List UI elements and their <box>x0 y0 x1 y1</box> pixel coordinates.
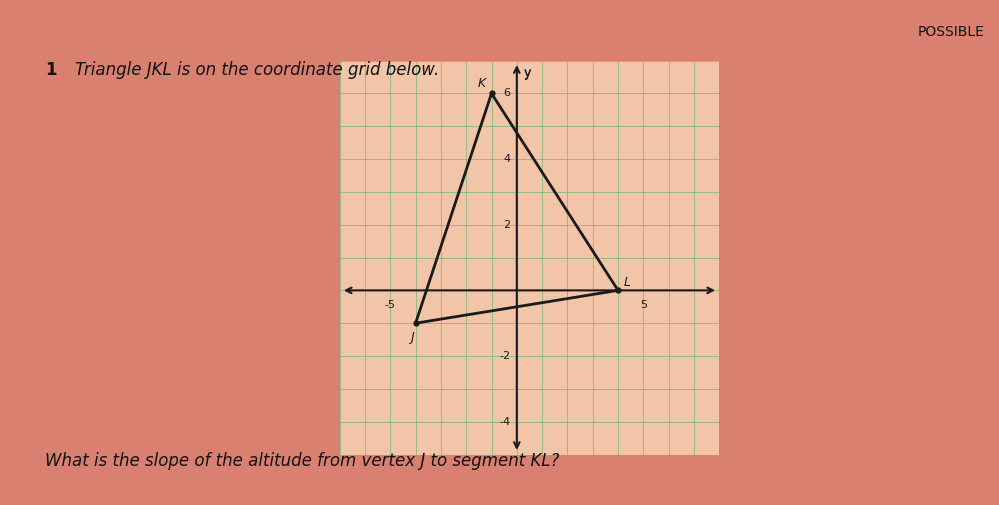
Text: 6: 6 <box>503 88 510 98</box>
Text: What is the slope of the altitude from vertex J to segment KL?: What is the slope of the altitude from v… <box>45 451 559 470</box>
Text: POSSIBLE: POSSIBLE <box>917 25 984 39</box>
Text: -2: -2 <box>500 351 510 361</box>
Text: -4: -4 <box>500 417 510 427</box>
Text: K: K <box>478 77 486 90</box>
Text: -5: -5 <box>385 300 396 310</box>
Text: J: J <box>410 331 414 344</box>
Text: y: y <box>523 67 530 80</box>
Text: y: y <box>523 66 530 78</box>
Text: Triangle JKL is on the coordinate grid below.: Triangle JKL is on the coordinate grid b… <box>75 61 439 79</box>
Text: 2: 2 <box>503 220 510 230</box>
Text: 4: 4 <box>503 154 510 164</box>
Text: 1: 1 <box>45 61 57 79</box>
Text: 5: 5 <box>639 300 647 310</box>
Text: L: L <box>623 276 630 289</box>
